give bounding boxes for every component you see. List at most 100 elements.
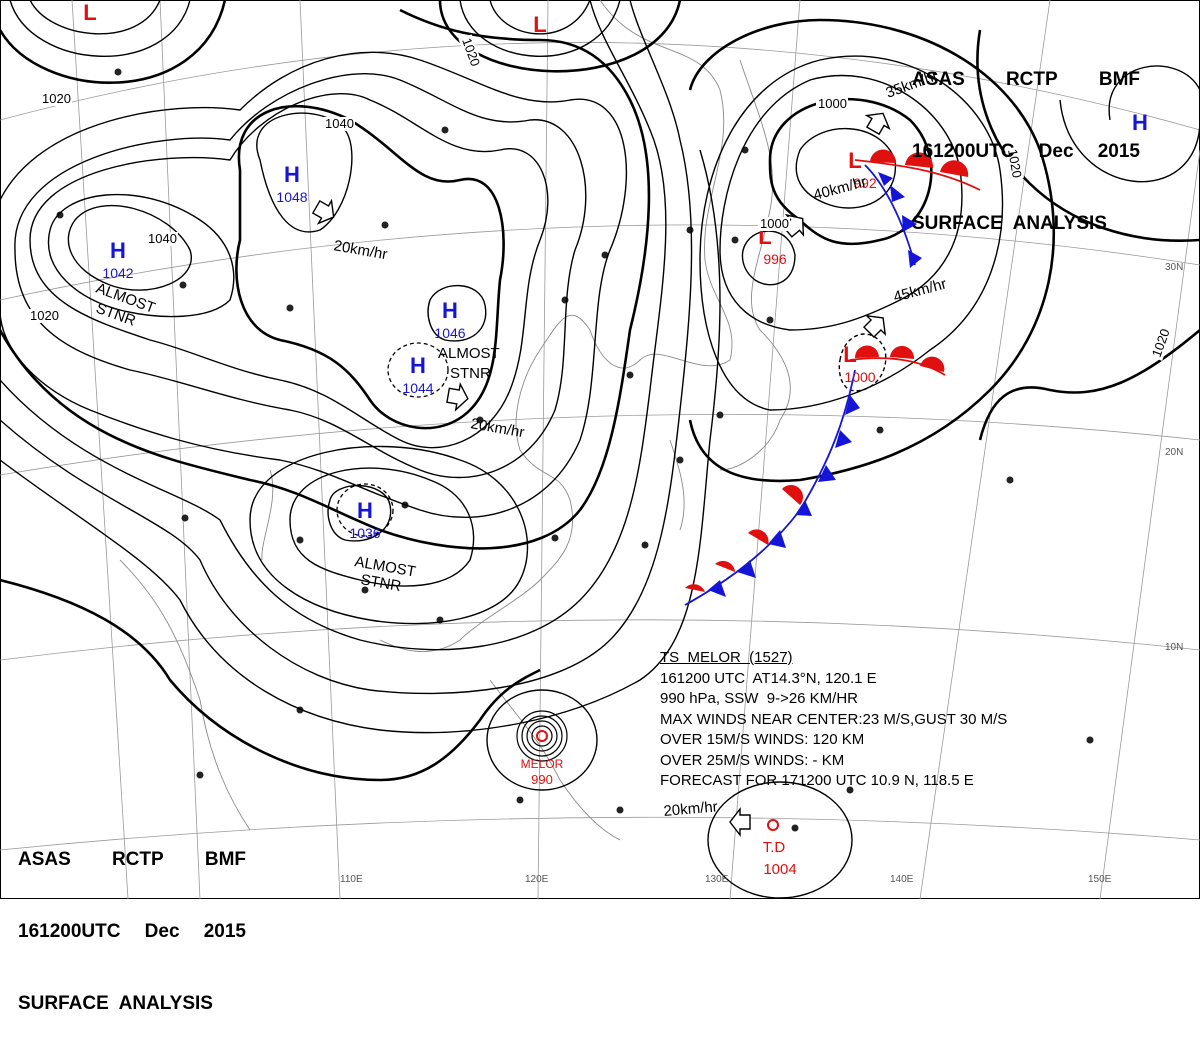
isobar-label-bg (1148, 326, 1174, 361)
header-year: 2015 (1097, 141, 1140, 162)
isobars (0, 0, 1200, 899)
cold-front-triangle (795, 500, 812, 516)
td-label: T.D (763, 839, 786, 856)
isobar-label: 1020 (459, 36, 483, 68)
warm-front-semicircle (748, 529, 769, 545)
warm-front-semicircle (870, 149, 897, 163)
station-plots (56, 68, 1094, 832)
warm-front-semicircle (890, 345, 915, 359)
isobar (14, 73, 587, 479)
station-marker (641, 541, 649, 549)
typhoon-info-line: 990 hPa, SSW 9->26 KM/HR (660, 690, 859, 707)
isobar (427, 284, 487, 342)
typhoon-icon (536, 730, 548, 742)
header-line-1: ASAS RCTP BMF (912, 68, 1140, 92)
high-center-pressure: 1044 (402, 380, 433, 396)
isobar (289, 467, 475, 587)
graticule (0, 0, 1200, 899)
meridian (1099, 149, 1200, 899)
station-marker (1006, 476, 1014, 484)
warm-front-semicircle (920, 356, 945, 372)
warm-front-semicircle (685, 584, 705, 592)
motion-arrow (729, 806, 751, 838)
station-marker (846, 786, 854, 794)
isobar-label-bg (323, 117, 355, 131)
low-center-label: L (83, 0, 96, 25)
isobar (0, 578, 381, 782)
header-line-2: 161200UTC Dec 2015 (18, 920, 246, 944)
typhoon-info-line: OVER 15M/S WINDS: 120 KM (660, 731, 865, 748)
warm-front (849, 357, 946, 376)
cold-front (684, 369, 856, 606)
isobar (531, 725, 553, 747)
isobar-label: 1040 (325, 116, 354, 131)
cold-front-triangle (835, 430, 852, 448)
isobar (486, 689, 598, 791)
isobar-label: 1000 (818, 96, 847, 111)
low-center-label: L (843, 342, 856, 367)
typhoon-name: MELOR (521, 757, 564, 771)
isobar-label: 1020 (30, 308, 59, 323)
status-note: STNR (450, 365, 491, 382)
isobar-label-bg (28, 309, 60, 323)
isobar-label-bg (40, 92, 72, 106)
station-marker (516, 796, 524, 804)
dashed-center (336, 483, 394, 537)
isobar-label-bg (816, 97, 848, 111)
isobar-label-bg (758, 217, 790, 231)
header-time: 161200UTC (18, 921, 121, 942)
isobar (0, 0, 693, 695)
station-marker (476, 416, 484, 424)
header-line-2: 161200UTC Dec 2015 (912, 140, 1140, 164)
dashed-center (387, 342, 449, 398)
parallel (0, 42, 1200, 131)
typhoon-pressure: 990 (531, 772, 553, 787)
coastline-philippines (489, 679, 621, 841)
motion-arrow (864, 112, 891, 136)
station-marker (114, 68, 122, 76)
isobar (699, 55, 1004, 411)
warm-front-semicircle (715, 560, 735, 572)
cold-front-triangle (845, 395, 860, 415)
isobar (526, 720, 558, 752)
low-center-pressure: 992 (853, 175, 877, 191)
cold-front-triangle (890, 185, 905, 202)
meridian (299, 0, 341, 899)
isobar (379, 668, 541, 782)
isobar (719, 74, 963, 331)
fronts (684, 149, 981, 606)
cold-front-triangle (768, 530, 786, 548)
station-marker (441, 126, 449, 134)
header-station: RCTP (111, 849, 164, 870)
header-month: Dec (1038, 141, 1074, 162)
status-note: STNR (359, 571, 402, 595)
motion-speed-label: 20km/hr (663, 798, 718, 820)
longitude-label: 110E (340, 874, 363, 885)
isobar (976, 29, 1200, 242)
meridian (71, 0, 129, 899)
grid-labels: 110E 120E 130E 140E 150E 30N 20N 10N (340, 262, 1183, 885)
station-marker (601, 251, 609, 259)
station-marker (196, 771, 204, 779)
header-line-3: SURFACE ANALYSIS (18, 993, 213, 1014)
warm-front-semicircle (905, 152, 934, 168)
isobar-label: 1020 (1005, 148, 1025, 179)
meridian (729, 0, 801, 899)
isobar (0, 51, 628, 518)
status-note: ALMOST (438, 345, 500, 362)
weather-chart: H 1048 H 1042 H 1046 H 1044 H 1036 H L 992 L 996 L 1000 L… (0, 0, 1200, 899)
isobar (0, 0, 667, 651)
high-center-label: H (357, 498, 373, 523)
longitude-label: 140E (890, 874, 914, 885)
motion-speed-label: 45km/hr (892, 275, 949, 305)
isobar (521, 715, 563, 757)
isobar (516, 710, 568, 762)
parallel (0, 414, 1200, 476)
low-center-pressure: 996 (763, 251, 787, 267)
parallel (0, 619, 1200, 661)
parallel (0, 224, 1200, 301)
isobar (29, 0, 161, 35)
high-center-pressure: 1046 (434, 325, 465, 341)
station-marker (616, 806, 624, 814)
isobar (67, 204, 192, 291)
